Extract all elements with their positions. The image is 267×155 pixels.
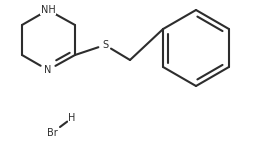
Text: N: N — [44, 65, 52, 75]
Text: NH: NH — [41, 5, 55, 15]
Text: S: S — [102, 40, 108, 50]
Text: Br: Br — [47, 128, 57, 138]
Text: H: H — [68, 113, 76, 123]
